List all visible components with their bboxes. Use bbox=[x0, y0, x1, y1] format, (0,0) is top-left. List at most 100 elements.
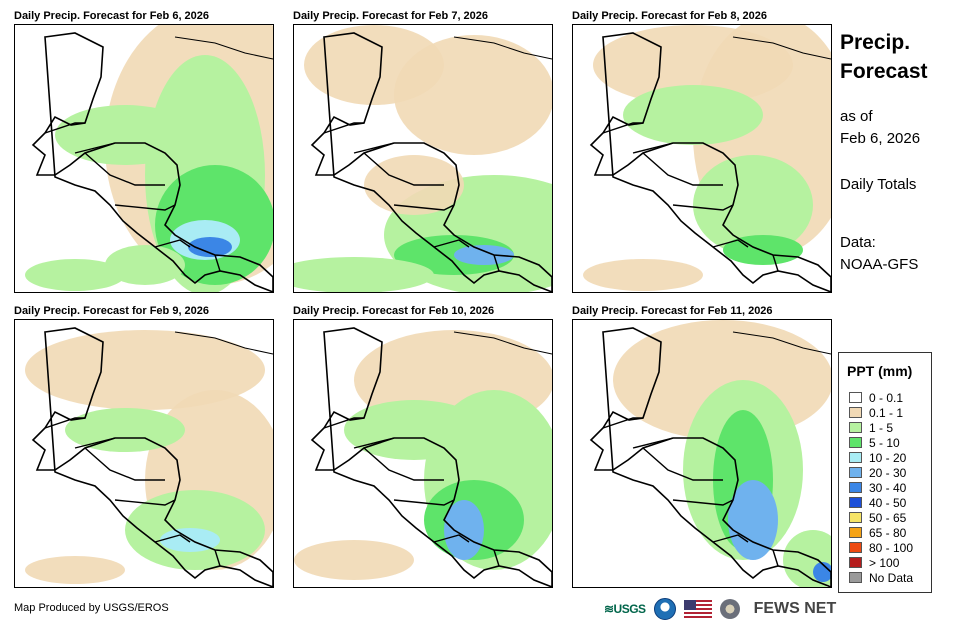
precip-map bbox=[572, 319, 832, 588]
fews-net-logo: FEWS NET bbox=[753, 600, 837, 617]
data-source: NOAA-GFS bbox=[840, 256, 919, 273]
legend-swatch bbox=[849, 527, 862, 538]
legend-swatch bbox=[849, 542, 862, 553]
precip-area bbox=[25, 556, 125, 584]
usaid-seal-icon bbox=[719, 599, 740, 619]
country-border bbox=[712, 534, 749, 543]
country-border bbox=[323, 122, 364, 134]
country-border bbox=[642, 152, 723, 186]
country-outline bbox=[310, 32, 552, 292]
legend-label: 40 - 50 bbox=[869, 495, 907, 510]
legend-item: 0.1 - 1 bbox=[849, 405, 903, 420]
precip-field bbox=[25, 327, 273, 587]
precip-area bbox=[728, 480, 778, 560]
panel-title: Daily Precip. Forecast for Feb 8, 2026 bbox=[572, 10, 768, 22]
country-outline bbox=[31, 32, 273, 292]
precip-map bbox=[293, 319, 553, 588]
legend-swatch bbox=[849, 392, 862, 403]
data-label: Data: bbox=[840, 234, 876, 251]
legend-label: 65 - 80 bbox=[869, 525, 907, 540]
noaa-logo-icon bbox=[653, 598, 676, 620]
legend-label: 80 - 100 bbox=[869, 540, 914, 555]
legend-title: PPT (mm) bbox=[847, 363, 913, 379]
panel-title: Daily Precip. Forecast for Feb 9, 2026 bbox=[14, 305, 210, 317]
us-flag-icon bbox=[683, 600, 712, 618]
precip-area bbox=[25, 330, 265, 410]
country-border bbox=[632, 437, 674, 449]
legend-item: 50 - 65 bbox=[849, 510, 906, 525]
precip-area bbox=[188, 237, 232, 257]
precip-map bbox=[572, 24, 832, 293]
country-border bbox=[114, 499, 176, 506]
totals-label: Daily Totals bbox=[840, 176, 917, 193]
legend-item: 5 - 10 bbox=[849, 435, 900, 450]
country-border bbox=[323, 417, 364, 429]
country-border bbox=[672, 204, 734, 211]
country-border bbox=[44, 417, 85, 429]
country-border bbox=[84, 152, 165, 186]
precip-area bbox=[294, 540, 414, 580]
precip-area bbox=[294, 257, 434, 292]
legend-label: 0.1 - 1 bbox=[869, 405, 904, 420]
precip-area bbox=[583, 259, 703, 291]
country-border bbox=[493, 254, 500, 272]
legend-swatch bbox=[849, 512, 862, 523]
country-border bbox=[44, 122, 85, 134]
legend-item: 10 - 20 bbox=[849, 450, 906, 465]
forecast-panel-feb7: Daily Precip. Forecast for Feb 7, 2026 bbox=[293, 10, 553, 302]
asof-label: as of bbox=[840, 108, 873, 125]
country-outline bbox=[31, 327, 273, 587]
sidebar-title-line1: Precip. bbox=[840, 31, 911, 54]
legend-label: > 100 bbox=[869, 555, 900, 570]
country-outline bbox=[589, 32, 831, 292]
legend-item: 65 - 80 bbox=[849, 525, 906, 540]
legend-item: No Data bbox=[849, 570, 913, 585]
legend-swatch bbox=[849, 452, 862, 463]
legend-label: 0 - 0.1 bbox=[869, 390, 904, 405]
legend-label: 50 - 65 bbox=[869, 510, 907, 525]
map-credit: Map Produced by USGS/EROS bbox=[14, 602, 169, 614]
country-border bbox=[642, 447, 723, 481]
legend-item: 80 - 100 bbox=[849, 540, 913, 555]
precip-map bbox=[293, 24, 553, 293]
legend-swatch bbox=[849, 572, 862, 583]
panel-title: Daily Precip. Forecast for Feb 6, 2026 bbox=[14, 10, 210, 22]
panel-title: Daily Precip. Forecast for Feb 7, 2026 bbox=[293, 10, 489, 22]
precip-area bbox=[55, 105, 195, 165]
country-border bbox=[74, 142, 116, 154]
country-border bbox=[214, 254, 221, 272]
legend-swatch bbox=[849, 557, 862, 568]
legend-swatch bbox=[849, 422, 862, 433]
forecast-panel-feb11: Daily Precip. Forecast for Feb 11, 2026 bbox=[572, 305, 832, 597]
country-border bbox=[672, 499, 734, 506]
precip-area bbox=[444, 500, 484, 560]
country-border bbox=[154, 534, 191, 543]
legend-swatch bbox=[849, 497, 862, 508]
precip-area bbox=[65, 408, 185, 452]
legend-item: 1 - 5 bbox=[849, 420, 893, 435]
legend-label: 20 - 30 bbox=[869, 465, 907, 480]
forecast-panel-feb9: Daily Precip. Forecast for Feb 9, 2026 bbox=[14, 305, 274, 597]
country-border bbox=[772, 254, 779, 272]
legend-label: 30 - 40 bbox=[869, 480, 907, 495]
precip-area bbox=[723, 235, 803, 265]
country-border bbox=[393, 204, 455, 211]
sidebar-info: Precip. Forecast as of Feb 6, 2026 Daily… bbox=[840, 28, 960, 276]
legend-swatch bbox=[849, 407, 862, 418]
precip-field bbox=[294, 327, 552, 587]
island-outline bbox=[453, 331, 552, 355]
country-border bbox=[363, 152, 444, 186]
sidebar-title-line2: Forecast bbox=[840, 60, 928, 83]
country-border bbox=[74, 437, 116, 449]
usgs-logo: ≋USGS bbox=[604, 602, 646, 616]
precip-field bbox=[589, 320, 831, 587]
asof-date: Feb 6, 2026 bbox=[840, 130, 921, 147]
legend-item: > 100 bbox=[849, 555, 899, 570]
country-border bbox=[114, 204, 176, 211]
panel-title: Daily Precip. Forecast for Feb 11, 2026 bbox=[572, 305, 773, 317]
precip-area bbox=[693, 155, 813, 255]
legend-item: 30 - 40 bbox=[849, 480, 906, 495]
country-border bbox=[353, 142, 395, 154]
country-border bbox=[363, 447, 444, 481]
legend-item: 40 - 50 bbox=[849, 495, 906, 510]
